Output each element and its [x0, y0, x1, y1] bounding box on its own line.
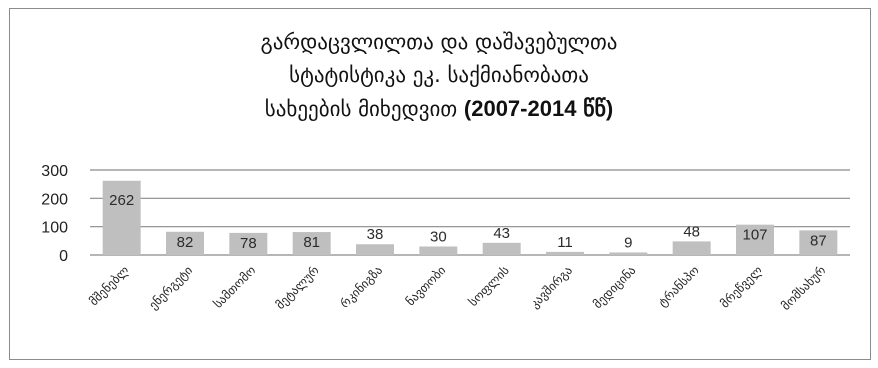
data-label-11: 87	[810, 232, 827, 249]
data-label-2: 78	[240, 235, 257, 252]
chart-frame	[9, 8, 871, 360]
bar-9	[672, 241, 711, 255]
bar-6	[482, 242, 521, 255]
data-label-3: 81	[303, 234, 320, 251]
data-label-9: 48	[683, 223, 700, 240]
x-tick-label-0: მშენებლ	[87, 263, 132, 308]
chart-title-line-1: გარდაცვლილთა და დაშავებულთა	[260, 30, 618, 54]
bar-4	[356, 244, 394, 255]
y-tick-label-3: 300	[41, 163, 68, 180]
bar-3	[292, 232, 331, 255]
y-tick-label-2: 200	[41, 191, 68, 208]
y-tick-label-0: 0	[59, 248, 68, 265]
chart-title-line-3-text: სახეების მიხედვით	[264, 97, 458, 121]
bar-2	[229, 232, 268, 255]
bar-10	[736, 224, 774, 255]
data-label-10: 107	[742, 227, 767, 244]
bar-11	[799, 230, 838, 255]
y-tick-label-1: 100	[41, 220, 68, 237]
x-tick-label-6: სოფლის	[466, 263, 512, 309]
data-label-4: 38	[367, 226, 384, 243]
data-label-6: 43	[493, 225, 510, 242]
x-tick-label-2: სამთომო	[211, 263, 259, 311]
bar-8	[609, 252, 648, 255]
bar-5	[419, 246, 458, 255]
x-tick-label-9: ტრანსპო	[655, 263, 701, 309]
data-label-1: 82	[177, 234, 194, 251]
bar-7	[546, 251, 584, 255]
x-tick-label-10: მრეწველ	[718, 263, 766, 311]
data-label-7: 11	[557, 234, 573, 251]
chart-title: გარდაცვლილთა და დაშავებულთა სტატისტიკა ე…	[0, 26, 878, 126]
x-tick-label-1: ენერგეტი	[146, 263, 195, 312]
x-tick-label-4: რკინიგზა	[337, 263, 385, 311]
chart-title-line-2: სტატისტიკა ეკ. საქმიანობათა	[289, 63, 589, 87]
bar-0	[102, 180, 141, 255]
data-label-5: 30	[430, 229, 447, 246]
chart-title-line-3: სახეების მიხედვით (2007-2014 წწ)	[0, 92, 878, 126]
x-tick-label-3: მეტალურ	[273, 263, 322, 312]
x-tick-label-5: ნავთობი	[403, 263, 448, 308]
data-label-0: 262	[109, 192, 134, 209]
x-tick-label-11: მომსახურ	[779, 263, 829, 313]
data-label-8: 9	[624, 234, 632, 251]
chart-title-years: (2007-2014	[463, 96, 577, 121]
bar-1	[166, 231, 204, 255]
chart-title-suffix: წწ)	[583, 96, 614, 121]
x-tick-label-7: კავშირგა	[527, 263, 575, 311]
x-tick-label-8: მედიცინა	[590, 263, 638, 311]
